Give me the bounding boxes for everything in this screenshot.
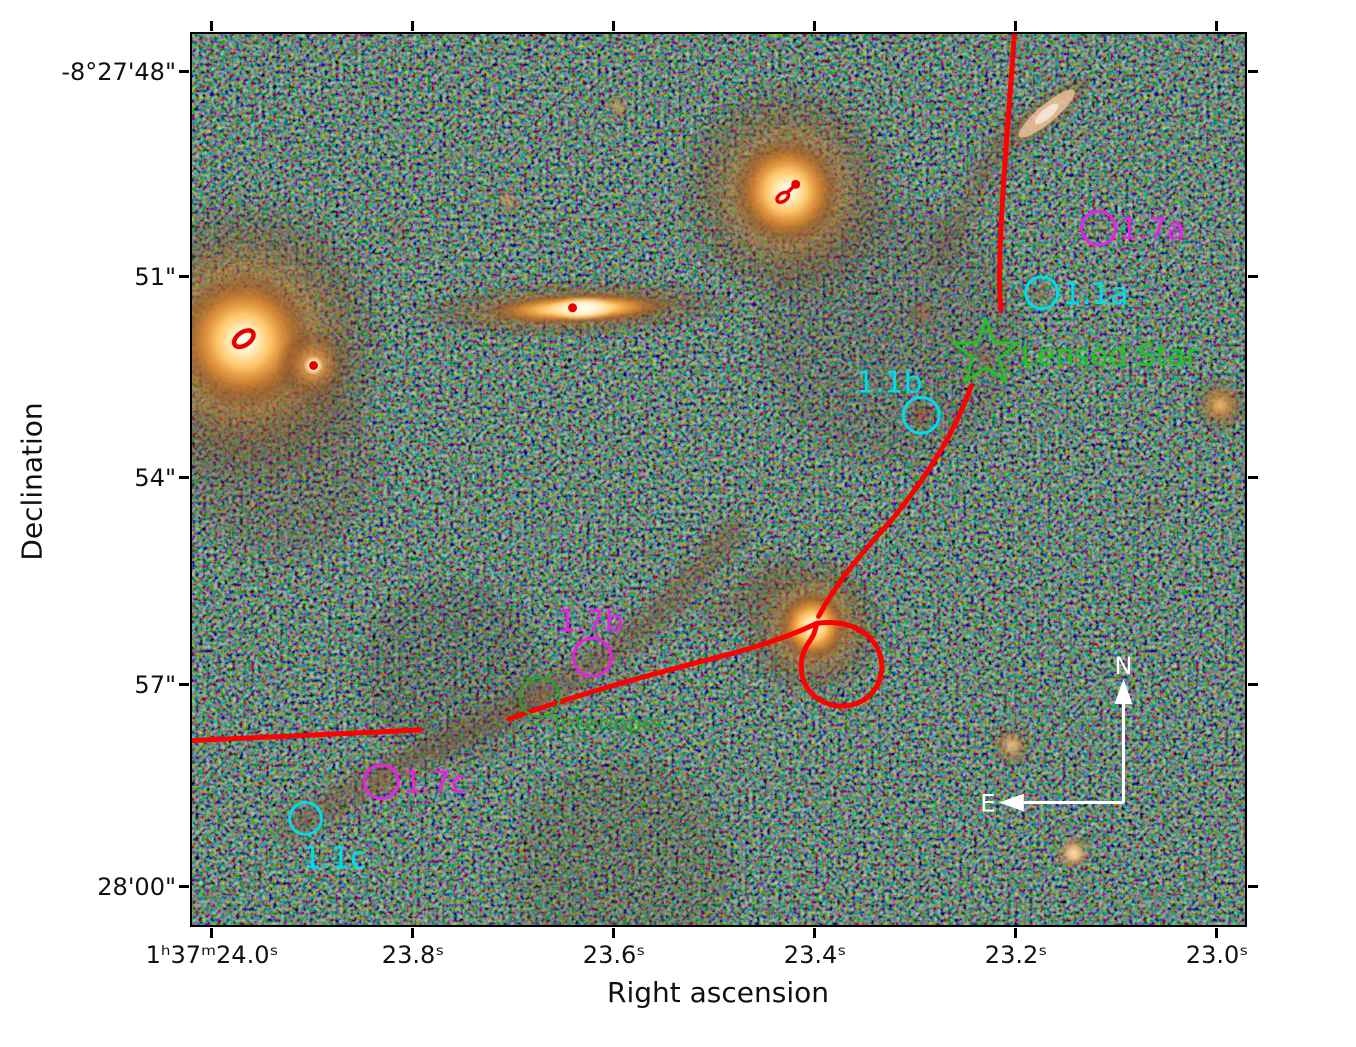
x-tick — [1215, 928, 1218, 938]
marker-label-1-7c: 1.7c — [403, 766, 467, 801]
marker-circle-1-1a — [1024, 275, 1060, 311]
x-tick-top — [411, 21, 414, 31]
y-tick-label: -8°27'48" — [61, 58, 176, 86]
y-tick — [179, 885, 189, 888]
y-tick-right — [1248, 885, 1258, 888]
y-tick-right — [1248, 476, 1258, 479]
lensed-star-label: Lensed Star — [1021, 339, 1199, 374]
x-tick — [1014, 928, 1017, 938]
y-tick-right — [1248, 70, 1258, 73]
marker-circle-1-1c — [288, 801, 324, 836]
x-tick-top — [1215, 21, 1218, 31]
sky-image: 1.7a 1.7b 1.7c 1.1a 1.1b 1.1c Lensed Sta… — [192, 34, 1245, 925]
x-tick — [210, 928, 213, 938]
marker-circle-1-7c — [362, 763, 400, 801]
compass-north-label: N — [1115, 652, 1133, 680]
plot-area: 1.7a 1.7b 1.7c 1.1a 1.1b 1.1c Lensed Sta… — [190, 32, 1247, 927]
marker-circle-1-1b — [901, 395, 941, 435]
critical-curve-west — [192, 727, 424, 744]
x-tick — [813, 928, 816, 938]
marker-circle-1-7b — [572, 636, 613, 678]
y-tick — [179, 70, 189, 73]
marker-label-1-1b: 1.1b — [856, 365, 922, 400]
y-tick — [179, 275, 189, 278]
x-tick-top — [1014, 21, 1017, 31]
y-axis-label: Declination — [15, 402, 49, 561]
x-tick-top — [210, 21, 213, 31]
interloper-circle — [518, 675, 561, 719]
y-tick — [179, 683, 189, 686]
critical-curve-north — [997, 34, 1017, 314]
annotations: 1.7a 1.7b 1.7c 1.1a 1.1b 1.1c Lensed Sta… — [288, 209, 1199, 876]
x-tick — [612, 928, 615, 938]
x-tick-label: 1ʰ37ᵐ24.0ˢ — [145, 941, 279, 969]
marker-label-1-1c: 1.1c — [302, 841, 366, 876]
y-tick-label: 51" — [134, 263, 176, 291]
interloper-label: Interloper — [554, 711, 667, 737]
critical-curve-mid — [816, 383, 974, 619]
x-axis-label: Right ascension — [607, 976, 829, 1009]
marker-label-1-7a: 1.7a — [1119, 212, 1185, 247]
x-tick-label: 23.6ˢ — [582, 941, 646, 969]
compass-east-arrowhead-icon — [998, 793, 1024, 812]
small-sources — [368, 92, 1245, 870]
compass: N E — [980, 652, 1133, 818]
red-contours — [231, 179, 801, 370]
lensed-star-icon — [949, 315, 1023, 385]
x-tick-label: 23.8ˢ — [381, 941, 445, 969]
critical-curve-loop — [798, 620, 885, 709]
x-tick-top — [612, 21, 615, 31]
x-tick-label: 23.2ˢ — [984, 941, 1048, 969]
y-tick-right — [1248, 683, 1258, 686]
x-tick-label: 23.4ˢ — [783, 941, 847, 969]
marker-label-1-1a: 1.1a — [1063, 277, 1129, 312]
x-tick — [411, 928, 414, 938]
y-tick-right — [1248, 275, 1258, 278]
marker-circle-1-7a — [1080, 209, 1117, 247]
y-tick-label: 57" — [134, 671, 176, 699]
x-tick-label: 23.0ˢ — [1185, 941, 1249, 969]
compass-north-arrowhead-icon — [1114, 679, 1133, 704]
y-tick-label: 54" — [134, 464, 176, 492]
compass-east-label: E — [980, 790, 995, 818]
marker-label-1-7b: 1.7b — [557, 604, 623, 639]
x-tick-top — [813, 21, 816, 31]
galaxy-streak-top-right — [998, 71, 1096, 156]
y-tick-label: 28'00" — [97, 873, 176, 901]
y-tick — [179, 476, 189, 479]
